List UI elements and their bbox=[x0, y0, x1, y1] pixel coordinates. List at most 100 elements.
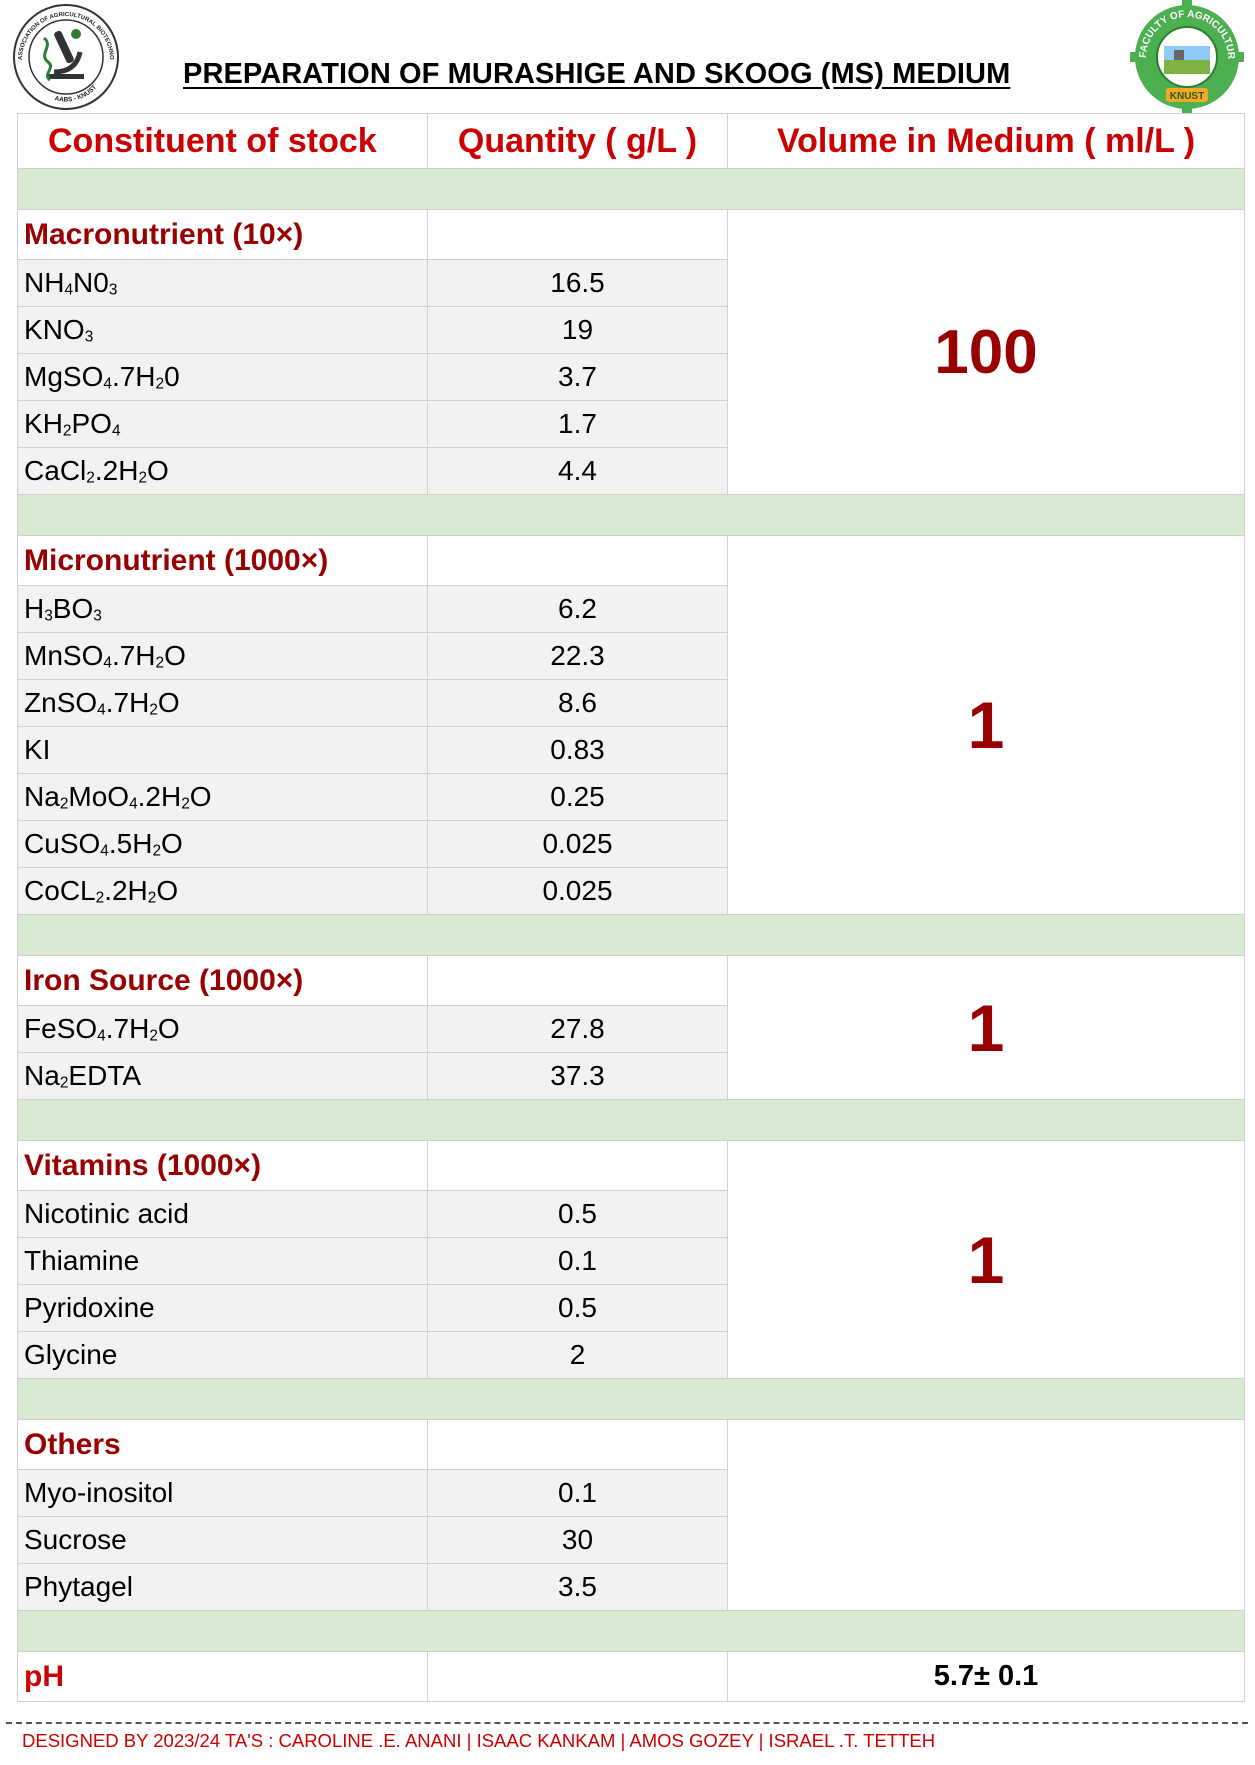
section-empty-cell bbox=[427, 535, 728, 586]
table-row: Glycine 2 bbox=[17, 1331, 1245, 1379]
section-empty-cell bbox=[427, 1140, 728, 1191]
constituent-name: Na2MoO4.2H2O bbox=[17, 773, 428, 821]
table-row: Sucrose 30 bbox=[17, 1516, 1245, 1564]
ph-label: pH bbox=[17, 1651, 428, 1702]
separator-cell bbox=[17, 168, 1245, 210]
ms-medium-table: Constituent of stock Quantity ( g/L ) Vo… bbox=[17, 113, 1245, 1702]
constituent-quantity: 3.7 bbox=[427, 353, 728, 401]
constituent-name: Myo-inositol bbox=[17, 1469, 428, 1517]
separator-row bbox=[17, 1378, 1245, 1420]
table-row: CoCL2.2H2O 0.025 bbox=[17, 867, 1245, 915]
section-empty-cell bbox=[427, 955, 728, 1006]
separator-cell bbox=[17, 1378, 1245, 1420]
separator-row bbox=[17, 1099, 1245, 1141]
constituent-name: KH2PO4 bbox=[17, 400, 428, 448]
constituent-name: NH4N03 bbox=[17, 259, 428, 307]
section-label: Micronutrient (1000×) bbox=[17, 535, 428, 586]
faculty-of-agriculture-logo: FACULTY OF AGRICULTURE KNUST bbox=[1126, 0, 1244, 114]
constituent-name: Phytagel bbox=[17, 1563, 428, 1611]
table-row: Na2EDTA 37.3 bbox=[17, 1052, 1245, 1100]
constituent-name: MgSO4.7H20 bbox=[17, 353, 428, 401]
table-row: KNO3 19 bbox=[17, 306, 1245, 354]
table-row: ZnSO4.7H2O 8.6 bbox=[17, 679, 1245, 727]
constituent-quantity: 0.25 bbox=[427, 773, 728, 821]
section-volume: 1 bbox=[727, 955, 1245, 1100]
section-empty-cell bbox=[427, 209, 728, 260]
aabs-knust-logo: ASSOCIATION OF AGRICULTURAL BIOTECHNOLOG… bbox=[6, 0, 119, 110]
section-label: Others bbox=[17, 1419, 428, 1470]
section-header-row: Others bbox=[17, 1419, 1245, 1611]
separator-row bbox=[17, 1610, 1245, 1652]
table-row: Pyridoxine 0.5 bbox=[17, 1284, 1245, 1332]
constituent-quantity: 4.4 bbox=[427, 447, 728, 495]
constituent-quantity: 0.025 bbox=[427, 867, 728, 915]
section-empty-cell bbox=[427, 1419, 728, 1470]
constituent-name: CuSO4.5H2O bbox=[17, 820, 428, 868]
separator-cell bbox=[17, 1610, 1245, 1652]
table-row: Nicotinic acid 0.5 bbox=[17, 1190, 1245, 1238]
constituent-quantity: 30 bbox=[427, 1516, 728, 1564]
ph-row: pH 5.7± 0.1 bbox=[17, 1651, 1245, 1702]
constituent-name: ZnSO4.7H2O bbox=[17, 679, 428, 727]
section-label: Vitamins (1000×) bbox=[17, 1140, 428, 1191]
constituent-quantity: 0.1 bbox=[427, 1237, 728, 1285]
constituent-quantity: 0.83 bbox=[427, 726, 728, 774]
table-header-row: Constituent of stock Quantity ( g/L ) Vo… bbox=[17, 113, 1245, 169]
footer-divider bbox=[6, 1722, 1248, 1724]
section-header-row: Macronutrient (10×) 100 bbox=[17, 209, 1245, 495]
constituent-quantity: 1.7 bbox=[427, 400, 728, 448]
table-row: Na2MoO4.2H2O 0.25 bbox=[17, 773, 1245, 821]
separator-row bbox=[17, 168, 1245, 210]
constituent-name: Sucrose bbox=[17, 1516, 428, 1564]
header-constituent: Constituent of stock bbox=[17, 113, 428, 169]
constituent-quantity: 22.3 bbox=[427, 632, 728, 680]
table-row: Phytagel 3.5 bbox=[17, 1563, 1245, 1611]
constituent-quantity: 19 bbox=[427, 306, 728, 354]
separator-row bbox=[17, 914, 1245, 956]
section-volume: 100 bbox=[727, 209, 1245, 495]
constituent-quantity: 3.5 bbox=[427, 1563, 728, 1611]
separator-cell bbox=[17, 914, 1245, 956]
constituent-quantity: 0.025 bbox=[427, 820, 728, 868]
separator-cell bbox=[17, 1099, 1245, 1141]
table-row: MnSO4.7H2O 22.3 bbox=[17, 632, 1245, 680]
constituent-name: Pyridoxine bbox=[17, 1284, 428, 1332]
constituent-quantity: 2 bbox=[427, 1331, 728, 1379]
separator-row bbox=[17, 494, 1245, 536]
section-volume: 1 bbox=[727, 535, 1245, 915]
constituent-name: MnSO4.7H2O bbox=[17, 632, 428, 680]
constituent-name: KI bbox=[17, 726, 428, 774]
constituent-quantity: 8.6 bbox=[427, 679, 728, 727]
section-volume: 1 bbox=[727, 1140, 1245, 1379]
header-quantity: Quantity ( g/L ) bbox=[427, 113, 728, 169]
section-header-row: Vitamins (1000×) 1 bbox=[17, 1140, 1245, 1379]
ph-empty-cell bbox=[427, 1651, 728, 1702]
constituent-quantity: 6.2 bbox=[427, 585, 728, 633]
constituent-quantity: 0.5 bbox=[427, 1190, 728, 1238]
constituent-name: KNO3 bbox=[17, 306, 428, 354]
constituent-quantity: 0.5 bbox=[427, 1284, 728, 1332]
section-volume bbox=[727, 1419, 1245, 1611]
table-row: NH4N03 16.5 bbox=[17, 259, 1245, 307]
microscope-icon bbox=[48, 29, 84, 79]
gear-icon bbox=[1130, 0, 1244, 114]
table-row: CuSO4.5H2O 0.025 bbox=[17, 820, 1245, 868]
constituent-quantity: 16.5 bbox=[427, 259, 728, 307]
constituent-name: Nicotinic acid bbox=[17, 1190, 428, 1238]
dna-helix-icon bbox=[42, 36, 53, 82]
footer-credits: DESIGNED BY 2023/24 TA'S : CAROLINE .E. … bbox=[22, 1730, 936, 1751]
constituent-quantity: 27.8 bbox=[427, 1005, 728, 1053]
table-row: KI 0.83 bbox=[17, 726, 1245, 774]
table-row: FeSO4.7H2O 27.8 bbox=[17, 1005, 1245, 1053]
constituent-name: Glycine bbox=[17, 1331, 428, 1379]
constituent-name: CaCl2.2H2O bbox=[17, 447, 428, 495]
section-label: Macronutrient (10×) bbox=[17, 209, 428, 260]
header-volume: Volume in Medium ( ml/L ) bbox=[727, 113, 1245, 169]
constituent-quantity: 37.3 bbox=[427, 1052, 728, 1100]
table-row: CaCl2.2H2O 4.4 bbox=[17, 447, 1245, 495]
constituent-quantity: 0.1 bbox=[427, 1469, 728, 1517]
section-header-row: Iron Source (1000×) 1 bbox=[17, 955, 1245, 1100]
constituent-name: FeSO4.7H2O bbox=[17, 1005, 428, 1053]
table-row: H3BO3 6.2 bbox=[17, 585, 1245, 633]
section-header-row: Micronutrient (1000×) 1 bbox=[17, 535, 1245, 915]
